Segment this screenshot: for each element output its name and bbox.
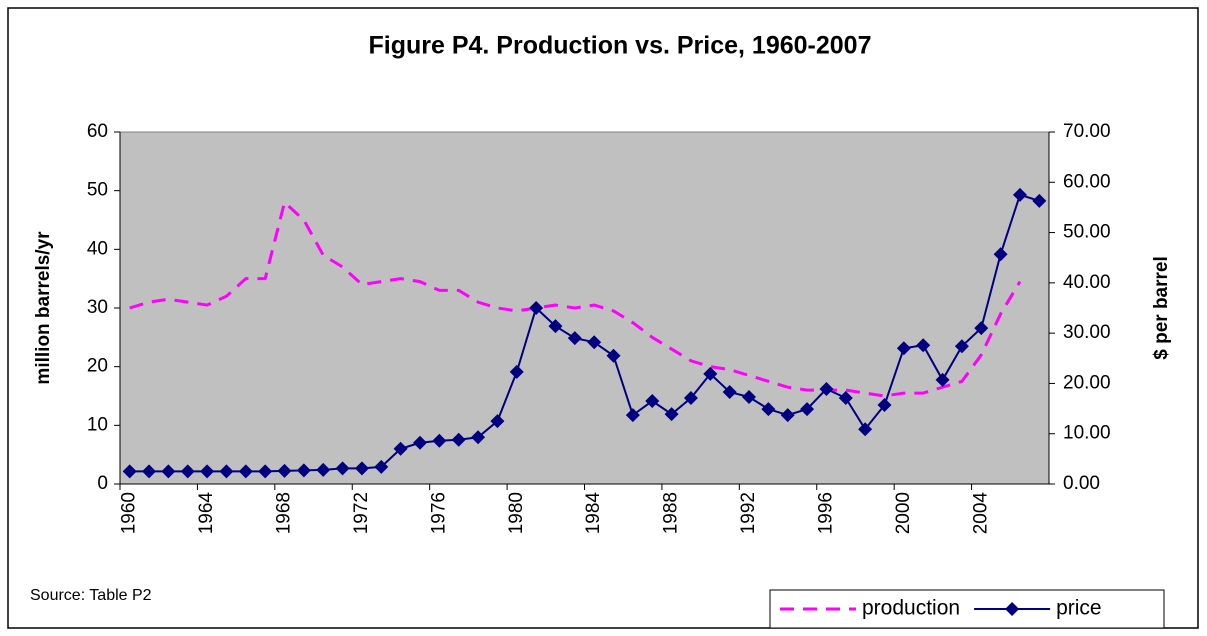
point: [703, 366, 718, 381]
point: [316, 462, 331, 477]
y-tick-label: 50: [87, 180, 108, 201]
point: [935, 372, 950, 387]
plot-area: [119, 131, 1050, 485]
point: [567, 331, 582, 346]
series-line: [129, 199, 1022, 398]
point: [606, 348, 621, 363]
point: [354, 461, 369, 476]
point: [896, 341, 911, 356]
y-tick-label: 20: [87, 356, 108, 377]
y2-tick-label: 50.00: [1063, 222, 1111, 243]
point: [722, 384, 737, 399]
point: [142, 464, 157, 479]
point: [296, 463, 311, 478]
x-tick-label: 1996: [815, 492, 836, 534]
legend-label: price: [1056, 597, 1102, 620]
annotation: Source: Table P2: [30, 587, 152, 604]
y2-axis-label: $ per barrel: [1151, 256, 1172, 360]
point: [877, 398, 892, 413]
chart-title: Figure P4. Production vs. Price, 1960-20…: [369, 32, 872, 60]
x-tick-label: 1972: [351, 492, 372, 534]
x-tick-label: 1992: [738, 492, 759, 534]
point: [258, 464, 273, 479]
x-tick-label: 1960: [119, 492, 140, 534]
point: [742, 390, 757, 405]
point: [490, 414, 505, 429]
x-tick-label: 1964: [196, 492, 217, 535]
y-tick-label: 30: [87, 297, 108, 318]
point: [664, 407, 679, 422]
point: [858, 422, 873, 437]
legend-marker: [1005, 602, 1020, 616]
point: [471, 430, 486, 445]
point: [335, 461, 350, 476]
point: [180, 464, 195, 479]
point: [838, 391, 853, 406]
point: [451, 432, 466, 447]
point: [509, 364, 524, 379]
point: [625, 408, 640, 423]
y2-tick-label: 10.00: [1063, 423, 1111, 444]
y2-tick-label: 0.00: [1063, 473, 1100, 494]
point: [529, 301, 544, 315]
point: [916, 338, 931, 353]
point: [993, 247, 1008, 262]
y-axis-label: million barrels/yr: [33, 231, 54, 385]
x-tick-label: 1968: [274, 492, 295, 534]
legend-box: [769, 589, 1165, 629]
x-tick-label: 2004: [970, 492, 991, 535]
point: [200, 464, 215, 479]
point: [393, 441, 408, 456]
y-tick-label: 10: [87, 414, 108, 435]
point: [645, 394, 660, 409]
x-tick-label: 1984: [583, 492, 604, 535]
point: [1012, 187, 1027, 202]
point: [800, 402, 815, 417]
y2-tick-label: 20.00: [1063, 372, 1111, 393]
point: [122, 464, 137, 479]
point: [761, 402, 776, 417]
x-tick-label: 1976: [428, 492, 449, 534]
y-tick-label: 0: [97, 473, 108, 494]
point: [432, 433, 447, 448]
y-tick-label: 40: [87, 238, 108, 259]
point: [374, 459, 389, 474]
point: [277, 463, 292, 478]
y2-tick-label: 40.00: [1063, 272, 1111, 293]
point: [219, 464, 234, 479]
y2-tick-label: 70.00: [1063, 121, 1111, 142]
x-tick-label: 2000: [893, 492, 914, 534]
y-tick-label: 60: [87, 121, 108, 142]
point: [238, 464, 253, 479]
y2-tick-label: 60.00: [1063, 171, 1111, 192]
point: [161, 464, 176, 479]
point: [819, 381, 834, 396]
point: [974, 321, 989, 336]
point: [954, 339, 969, 354]
point: [780, 408, 795, 423]
y2-tick-label: 30.00: [1063, 322, 1111, 343]
x-tick-label: 1988: [661, 492, 682, 534]
legend-label: production: [862, 597, 960, 620]
point: [548, 319, 563, 334]
point: [683, 391, 698, 406]
point: [587, 335, 602, 350]
point: [412, 435, 427, 450]
x-tick-label: 1980: [506, 492, 527, 534]
point: [1032, 193, 1047, 208]
